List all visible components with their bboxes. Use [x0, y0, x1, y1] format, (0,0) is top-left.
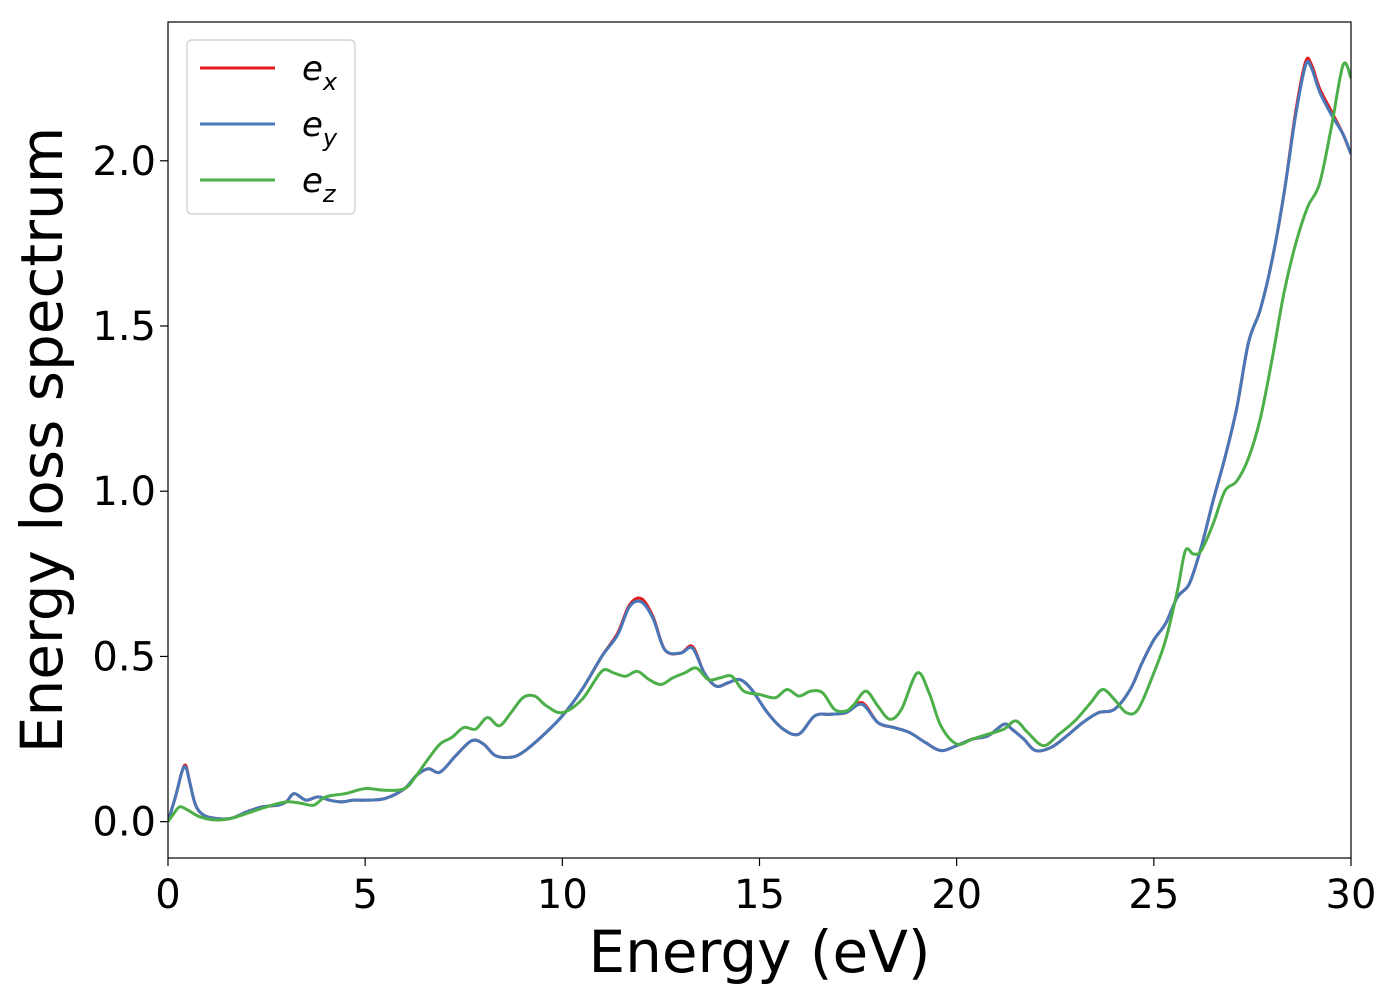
x-tick-label: 20: [931, 872, 982, 918]
y-axis-title: Energy loss spectrum: [8, 127, 76, 753]
y-tick-label: 2.0: [92, 139, 156, 185]
y-tick-label: 1.5: [92, 304, 156, 350]
legend-label: ex: [302, 49, 338, 96]
legend-label: ez: [302, 161, 337, 208]
x-tick-label: 5: [352, 872, 377, 918]
plot-lines: [168, 56, 1351, 823]
x-tick-label: 25: [1128, 872, 1179, 918]
y-tick-label: 0.5: [92, 634, 156, 680]
series-line-e-y: [168, 59, 1351, 823]
y-axis-ticks: 0.0 0.5 1.0 1.5 2.0: [92, 139, 168, 846]
x-axis-ticks: 0 5 10 15 20 25 30: [155, 858, 1376, 918]
legend-box: [186, 39, 356, 215]
y-tick-label: 0.0: [92, 800, 156, 846]
x-tick-label: 0: [155, 872, 180, 918]
x-tick-label: 30: [1326, 872, 1377, 918]
x-tick-label: 10: [537, 872, 588, 918]
series-line-e-z: [168, 61, 1351, 823]
legend: ex ey ez: [186, 39, 356, 215]
x-axis-title: Energy (eV): [588, 918, 930, 986]
y-tick-label: 1.0: [92, 469, 156, 515]
legend-label: ey: [302, 105, 338, 152]
x-tick-label: 15: [734, 872, 785, 918]
